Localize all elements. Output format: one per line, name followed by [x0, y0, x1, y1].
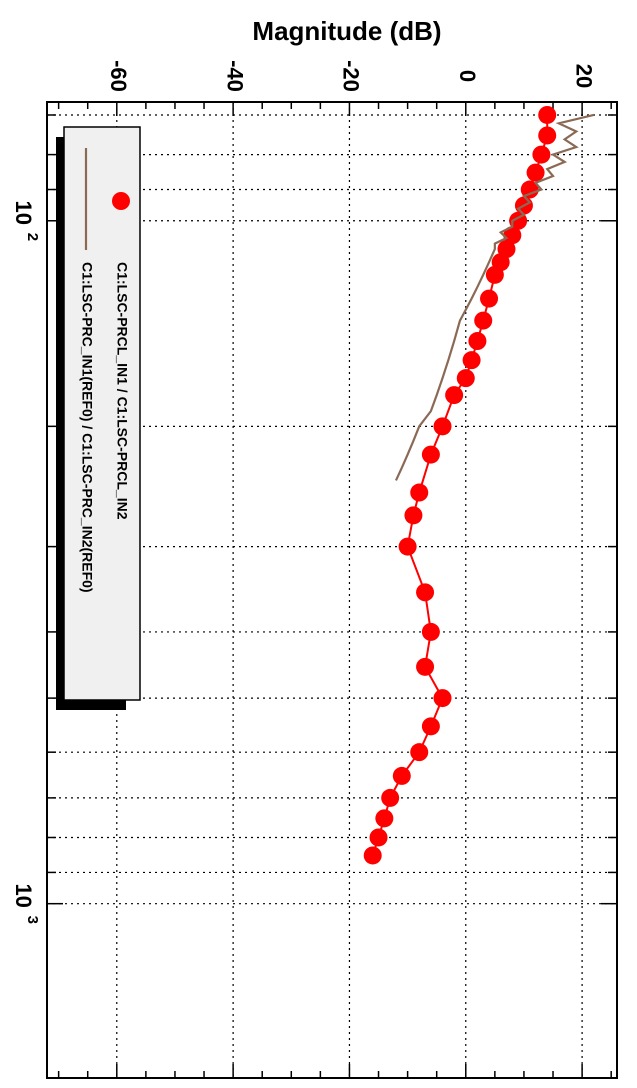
data-point	[538, 105, 557, 124]
data-point	[520, 180, 539, 199]
axis-ticks	[47, 102, 617, 1078]
y-tick-label: -40	[222, 60, 247, 92]
legend: C1:LSC-PRCL_IN1 / C1:LSC-PRCL_IN2 C1:LSC-…	[56, 126, 141, 710]
x-tick-label: 10 3	[11, 883, 41, 924]
data-point	[404, 506, 423, 525]
y-tick-labels: 20 0 -20 -40 -60	[106, 60, 596, 92]
legend-marker	[112, 192, 130, 210]
data-point	[416, 657, 435, 676]
x-tick-label-exponent: 3	[24, 916, 41, 924]
data-point	[526, 163, 545, 182]
plot-frame	[46, 101, 618, 1079]
legend-entry-label: C1:LSC-PRC_IN1(REF0) / C1:LSC-PRC_IN2(RE…	[79, 262, 95, 593]
series-1	[363, 105, 557, 865]
x-tick-label: 10 2	[11, 201, 41, 242]
data-point	[456, 369, 475, 388]
y-tick-label: -60	[106, 60, 131, 92]
series-line	[394, 113, 594, 481]
data-point	[421, 622, 440, 641]
series-layer	[363, 105, 594, 865]
data-point	[462, 351, 481, 370]
data-point	[421, 445, 440, 464]
data-point	[381, 788, 400, 807]
data-point	[421, 717, 440, 736]
data-point	[433, 689, 452, 708]
data-point	[532, 145, 551, 164]
y-tick-label: 20	[571, 64, 596, 88]
data-point	[480, 289, 499, 308]
x-tick-label-exponent: 2	[24, 233, 41, 241]
plot-area	[47, 102, 617, 1078]
data-point	[375, 809, 394, 828]
legend-box	[63, 126, 141, 701]
y-tick-label: -20	[339, 60, 364, 92]
data-point	[468, 332, 487, 351]
x-tick-label-base: 10	[11, 883, 36, 907]
data-point	[416, 583, 435, 602]
data-point	[410, 743, 429, 762]
legend-entry-label: C1:LSC-PRCL_IN1 / C1:LSC-PRCL_IN2	[114, 262, 130, 520]
data-point	[433, 417, 452, 436]
data-point	[398, 537, 417, 556]
data-point	[410, 483, 429, 502]
y-axis-title: Magnitude (dB)	[252, 16, 441, 46]
data-point	[369, 828, 388, 847]
data-point	[474, 311, 493, 330]
x-tick-label-base: 10	[11, 201, 36, 225]
data-point	[503, 226, 522, 245]
y-tick-label: 0	[455, 70, 480, 82]
data-point	[392, 766, 411, 785]
data-point	[363, 846, 382, 865]
x-tick-labels: 10 2 10 3	[11, 201, 41, 924]
data-point	[485, 265, 504, 284]
data-point	[445, 386, 464, 405]
series-2	[394, 113, 594, 481]
data-point	[538, 126, 557, 145]
